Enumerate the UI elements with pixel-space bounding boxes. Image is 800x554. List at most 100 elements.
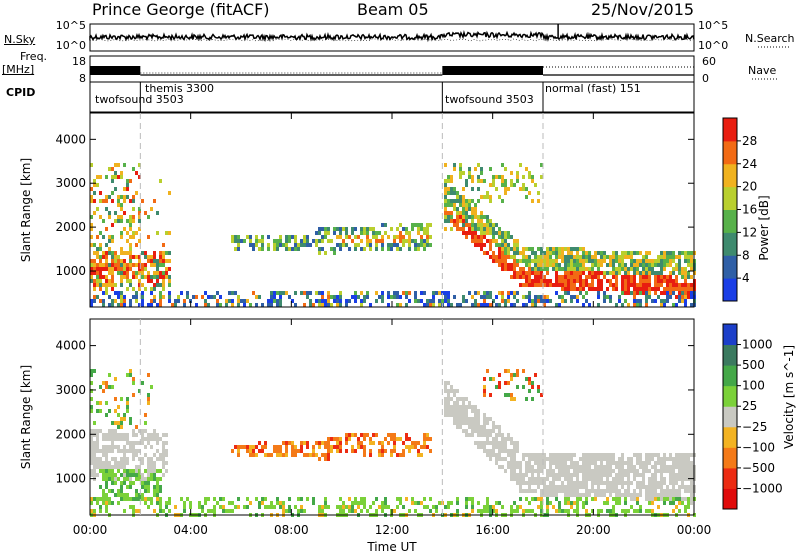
velocity-cell [315, 453, 318, 457]
power-cell [408, 299, 411, 303]
velocity-cell [627, 473, 630, 477]
velocity-cell [324, 445, 327, 449]
velocity-cell [570, 485, 573, 489]
velocity-cell [105, 437, 108, 441]
velocity-cell [105, 473, 108, 477]
velocity-cell [612, 453, 615, 457]
power-cell [651, 267, 654, 271]
power-cell [639, 279, 642, 283]
power-cell [537, 295, 540, 299]
power-cell [285, 243, 288, 247]
velocity-cell [339, 509, 342, 513]
power-cell [354, 247, 357, 251]
velocity-cell [567, 481, 570, 485]
velocity-cell [570, 457, 573, 461]
velocity-cell [345, 441, 348, 445]
velocity-cell [642, 485, 645, 489]
power-cell [444, 179, 447, 183]
power-cell [582, 279, 585, 283]
velocity-colorbar-label: −25 [742, 420, 767, 434]
power-cell [123, 295, 126, 299]
power-cell [546, 263, 549, 267]
power-cell [237, 243, 240, 247]
velocity-cell [525, 453, 528, 457]
velocity-cell [588, 473, 591, 477]
power-cell [495, 303, 498, 307]
power-cell [480, 295, 483, 299]
power-cell [321, 303, 324, 307]
power-cell [531, 299, 534, 303]
velocity-cell [321, 509, 324, 513]
power-cell [450, 179, 453, 183]
velocity-cell [303, 509, 306, 513]
velocity-cell [213, 509, 216, 513]
velocity-cell [402, 449, 405, 453]
velocity-cell [519, 477, 522, 481]
power-cell [99, 279, 102, 283]
power-cell [507, 267, 510, 271]
velocity-cell [168, 501, 171, 505]
velocity-cell [216, 501, 219, 505]
power-cell [411, 227, 414, 231]
velocity-cell [678, 485, 681, 489]
power-cell [462, 231, 465, 235]
velocity-cell [123, 457, 126, 461]
power-cell [555, 303, 558, 307]
power-cell [612, 287, 615, 291]
velocity-cell [516, 385, 519, 389]
power-cell [489, 199, 492, 203]
power-cell [483, 223, 486, 227]
power-cell [513, 275, 516, 279]
velocity-cell [522, 509, 525, 513]
freq-panel-frame [89, 55, 695, 83]
power-cell [120, 291, 123, 295]
velocity-cell [681, 481, 684, 485]
velocity-cell [546, 509, 549, 513]
power-cell [468, 215, 471, 219]
velocity-cell [597, 469, 600, 473]
velocity-cell [324, 497, 327, 501]
velocity-cell [447, 405, 450, 409]
power-cell [318, 247, 321, 251]
power-cell [393, 239, 396, 243]
power-cell [246, 299, 249, 303]
power-cell [456, 199, 459, 203]
velocity-cell [669, 489, 672, 493]
velocity-cell [681, 497, 684, 501]
velocity-cell [603, 465, 606, 469]
velocity-cell [117, 465, 120, 469]
power-cell [558, 247, 561, 251]
velocity-cell [492, 449, 495, 453]
velocity-cell [663, 457, 666, 461]
velocity-cell [654, 473, 657, 477]
velocity-cell [642, 481, 645, 485]
power-cell [96, 267, 99, 271]
velocity-cell [687, 497, 690, 501]
velocity-cell [174, 505, 177, 509]
velocity-cell [633, 509, 636, 513]
velocity-cell [375, 497, 378, 501]
power-cell [132, 207, 135, 211]
velocity-cell [474, 405, 477, 409]
velocity-cell [366, 509, 369, 513]
velocity-cell [96, 497, 99, 501]
power-cell [624, 267, 627, 271]
velocity-cell [672, 481, 675, 485]
power-cell [402, 239, 405, 243]
power-cell [138, 175, 141, 179]
velocity-cell [495, 501, 498, 505]
y-tick-label: 4000 [55, 132, 86, 146]
velocity-cell [378, 453, 381, 457]
velocity-cell [342, 501, 345, 505]
power-cell [93, 287, 96, 291]
velocity-cell [102, 497, 105, 501]
velocity-cell [486, 449, 489, 453]
velocity-cell [138, 465, 141, 469]
power-cell [123, 299, 126, 303]
power-cell [495, 255, 498, 259]
power-cell [459, 303, 462, 307]
velocity-cell [606, 461, 609, 465]
velocity-cell [663, 469, 666, 473]
power-cell [528, 291, 531, 295]
velocity-cell [522, 477, 525, 481]
